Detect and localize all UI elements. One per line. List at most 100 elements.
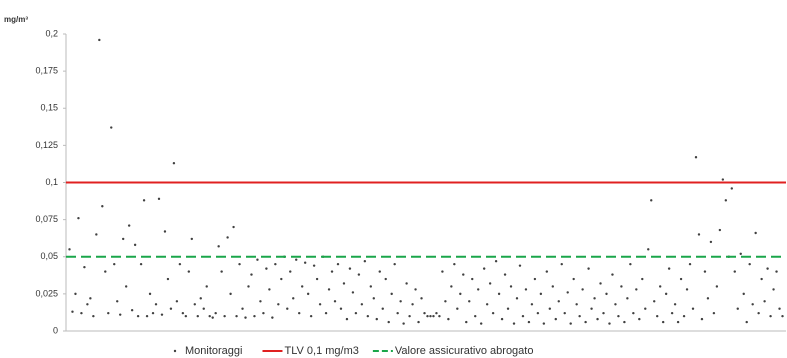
data-point: [280, 277, 283, 281]
data-point: [357, 273, 361, 276]
data-point: [474, 314, 477, 318]
data-point: [77, 216, 80, 220]
data-point: [760, 277, 763, 281]
data-point: [745, 320, 748, 324]
data-point: [575, 303, 578, 306]
data-point: [139, 262, 143, 266]
data-point: [629, 262, 632, 266]
data-point: [578, 314, 581, 318]
y-axis-label: mg/m³: [4, 15, 28, 24]
data-point: [232, 225, 235, 229]
data-point: [447, 317, 450, 321]
data-point: [354, 311, 358, 315]
data-point: [396, 311, 399, 315]
data-point: [548, 307, 552, 310]
data-point: [715, 285, 719, 288]
data-point: [462, 273, 465, 276]
data-point: [539, 292, 543, 296]
data-point: [554, 317, 557, 321]
data-point: [432, 314, 435, 318]
data-point: [530, 303, 534, 306]
data-point: [647, 248, 650, 251]
data-point: [524, 288, 528, 291]
data-point: [527, 320, 531, 324]
data-point: [292, 297, 295, 300]
data-point: [587, 267, 590, 270]
data-point: [641, 277, 644, 281]
data-point: [468, 300, 471, 303]
data-point: [697, 233, 701, 236]
data-point: [769, 314, 772, 318]
data-point: [393, 262, 396, 266]
data-point: [682, 314, 686, 318]
data-point: [262, 311, 265, 315]
data-point: [411, 303, 414, 306]
data-point: [450, 285, 453, 288]
data-point: [378, 270, 381, 273]
data-point: [193, 303, 196, 306]
data-point: [593, 297, 596, 300]
data-point: [494, 260, 498, 263]
data-point: [781, 314, 784, 318]
data-point: [71, 310, 74, 313]
data-point: [154, 303, 158, 306]
data-point: [635, 288, 638, 291]
data-point: [199, 297, 202, 300]
data-point: [673, 303, 677, 306]
data-point: [220, 270, 223, 273]
data-point: [381, 307, 384, 310]
data-point: [238, 262, 241, 266]
data-point: [653, 300, 656, 303]
data-point: [426, 314, 429, 318]
data-point: [366, 314, 370, 318]
data-point: [369, 285, 373, 288]
data-point: [656, 314, 659, 318]
data-point: [536, 311, 540, 315]
data-point: [477, 288, 480, 291]
data-point: [127, 224, 131, 227]
data-point: [551, 285, 554, 288]
data-point: [626, 297, 629, 300]
data-point: [441, 270, 444, 273]
data-point: [590, 307, 593, 310]
data-point: [569, 322, 572, 325]
data-point: [721, 178, 725, 181]
data-point: [650, 199, 653, 202]
data-point: [605, 292, 608, 296]
data-point: [300, 285, 304, 288]
data-point: [133, 243, 137, 247]
y-tick-label: 0,1: [45, 177, 58, 187]
data-point: [178, 262, 182, 266]
data-point: [497, 292, 501, 296]
data-point: [384, 277, 387, 281]
data-point: [160, 313, 164, 316]
data-point: [694, 156, 698, 159]
data-point: [303, 261, 307, 264]
data-point: [92, 314, 95, 318]
y-tick-label: 0,175: [35, 66, 58, 76]
data-point: [521, 314, 525, 318]
data-point: [259, 300, 262, 303]
data-point: [196, 314, 199, 318]
data-point: [423, 311, 426, 315]
data-point: [453, 262, 456, 266]
data-point: [181, 311, 185, 315]
data-point: [268, 288, 271, 291]
data-point: [360, 303, 364, 306]
data-point: [190, 237, 194, 241]
data-point: [471, 277, 474, 281]
data-point: [617, 314, 620, 318]
data-point: [119, 313, 122, 316]
data-point: [638, 317, 641, 321]
legend-label: TLV 0,1 mg/m3: [284, 345, 358, 357]
data-point: [596, 317, 599, 321]
data-point: [724, 199, 728, 202]
data-point: [518, 264, 522, 267]
data-point: [438, 314, 441, 318]
data-point: [235, 314, 238, 318]
data-point: [664, 292, 668, 296]
data-point: [372, 297, 375, 300]
data-point: [309, 314, 313, 318]
data-point: [226, 236, 229, 239]
data-point: [214, 311, 217, 315]
